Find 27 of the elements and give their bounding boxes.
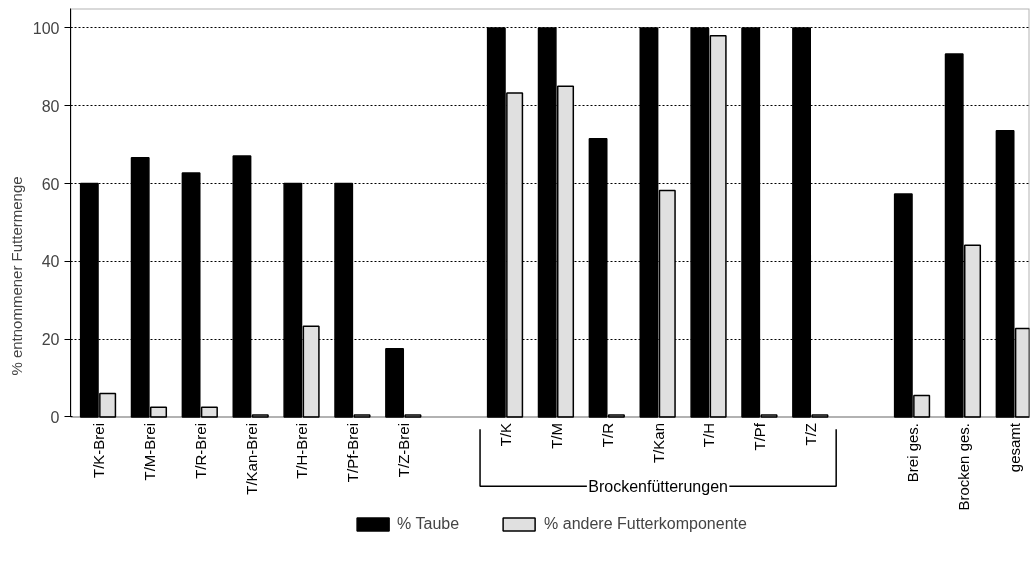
y-axis-title: % entnommener Futtermenge — [7, 176, 25, 376]
x-tick-label: T/Kan-Brei — [242, 423, 260, 495]
y-tick-label: 0 — [50, 408, 60, 426]
x-tick-label: T/Pf — [751, 422, 769, 451]
x-tick-label: Brei ges. — [903, 423, 921, 483]
legend-label: % andere Futterkomponente — [544, 515, 747, 533]
x-tick-label: T/Kan — [649, 423, 667, 464]
x-tick-label: gesamt — [1005, 422, 1023, 473]
x-tick-label: T/H-Brei — [293, 423, 311, 479]
x-tick-label: T/Z-Brei — [395, 423, 413, 478]
legend-label: % Taube — [397, 515, 460, 533]
x-tick-label: T/K-Brei — [89, 423, 107, 479]
x-tick-label: T/M — [547, 423, 565, 449]
x-tick-label: T/M-Brei — [140, 423, 158, 481]
x-tick-label: T/H — [700, 423, 718, 448]
y-tick-label: 80 — [41, 97, 60, 115]
x-tick-label: T/Pf-Brei — [344, 423, 362, 483]
x-tick-label: Brocken ges. — [954, 423, 972, 511]
x-tick-label: T/R-Brei — [191, 423, 209, 479]
x-tick-label: T/R — [598, 422, 616, 448]
x-tick-label: T/Z — [802, 423, 820, 446]
y-tick-label: 60 — [41, 175, 60, 193]
text: Brockenfütterungen — [588, 477, 728, 495]
y-tick-label: 20 — [41, 331, 60, 349]
y-tick-label: 40 — [41, 253, 60, 271]
x-tick-label: T/K — [496, 423, 514, 447]
y-tick-label: 100 — [32, 19, 60, 37]
